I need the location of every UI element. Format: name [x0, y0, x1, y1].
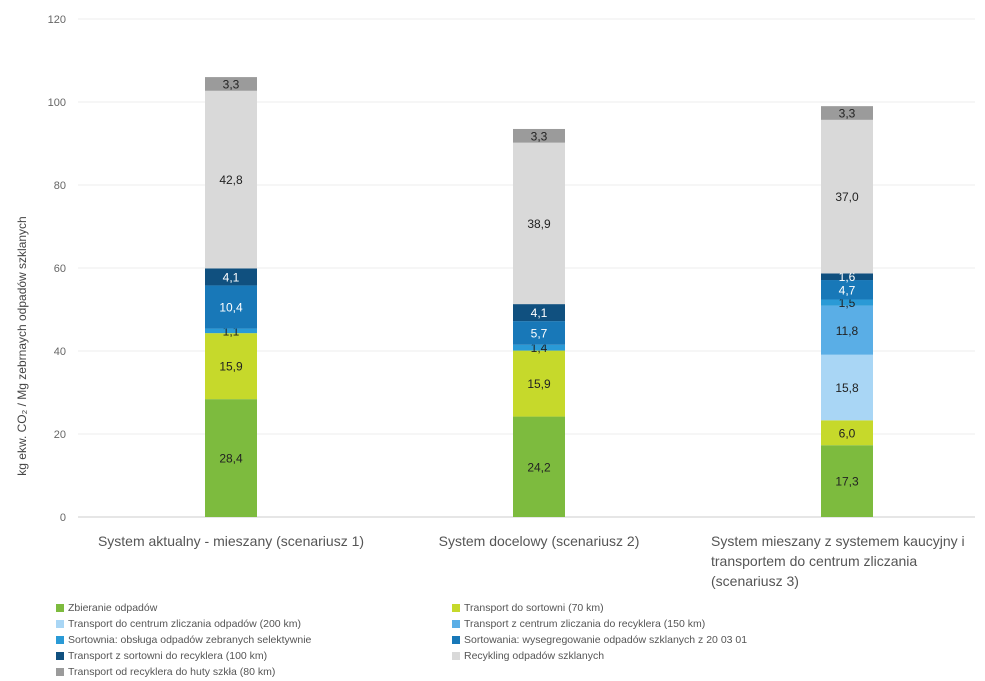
x-category-label: transportem do centrum zliczania	[711, 553, 917, 569]
x-category-label: System docelowy (scenariusz 2)	[439, 533, 640, 549]
data-label: 24,2	[527, 460, 551, 474]
legend-label: Zbieranie odpadów	[68, 602, 158, 614]
y-tick-label: 120	[48, 14, 66, 26]
x-category-label: (scenariusz 3)	[711, 573, 799, 589]
bar-segment	[513, 128, 565, 143]
data-label: 6,0	[839, 426, 856, 440]
legend-item: Zbieranie odpadów	[56, 602, 157, 614]
data-label: 1,5	[839, 296, 856, 310]
y-tick-label: 100	[48, 97, 66, 109]
bar-segment	[513, 416, 565, 517]
bar-segment	[821, 445, 873, 517]
bar-segment	[821, 354, 873, 421]
bar-segment	[821, 305, 873, 355]
bar-segment	[205, 90, 257, 269]
legend-item: Transport z centrum zliczania do recykle…	[452, 618, 705, 630]
legend-item: Transport do sortowni (70 km)	[452, 602, 604, 614]
y-axis-label: kg ekw. CO₂ / Mg zebrnaych odpadów szkla…	[15, 216, 29, 475]
bar-segment	[513, 350, 565, 417]
legend-item: Transport od recyklera do huty szkła (80…	[56, 666, 275, 678]
y-tick-label: 0	[60, 512, 66, 524]
y-tick-label: 80	[54, 180, 66, 192]
legend-label: Sortowania: wysegregowanie odpadów szkla…	[464, 634, 748, 646]
legend-label: Transport od recyklera do huty szkła (80…	[68, 666, 276, 678]
data-label: 4,1	[531, 306, 548, 320]
data-label: 17,3	[835, 475, 859, 489]
bar-segment	[205, 333, 257, 400]
bar-segment	[205, 285, 257, 329]
data-label: 37,0	[835, 190, 859, 204]
bar-segment	[205, 268, 257, 286]
bar-segment	[205, 328, 257, 334]
bar-segment	[513, 142, 565, 305]
legend-swatch	[56, 620, 64, 628]
data-label: 38,9	[527, 217, 551, 231]
data-label: 11,8	[836, 324, 859, 338]
bar-segment	[821, 119, 873, 274]
legend-item: Sortownia: obsługa odpadów zebranych sel…	[56, 634, 311, 646]
data-label: 15,8	[835, 381, 859, 395]
bar-segment	[821, 420, 873, 446]
data-label: 28,4	[219, 452, 243, 466]
data-label: 10,4	[219, 301, 243, 315]
bar-segment	[821, 280, 873, 300]
data-label: 15,9	[527, 377, 551, 391]
data-label: 3,3	[531, 129, 548, 143]
legend-swatch	[56, 636, 64, 644]
bar-segment	[513, 344, 565, 351]
data-label: 5,7	[531, 326, 548, 340]
legend-item: Transport do centrum zliczania odpadów (…	[56, 618, 301, 630]
legend-item: Recykling odpadów szklanych	[452, 650, 604, 662]
data-label: 15,9	[219, 360, 243, 374]
legend-label: Transport do centrum zliczania odpadów (…	[68, 618, 302, 630]
data-label: 42,8	[219, 173, 243, 187]
y-tick-label: 60	[54, 263, 66, 275]
legend-swatch	[452, 604, 460, 612]
x-category-label: System mieszany z systemem kaucyjny i	[711, 533, 965, 549]
legend-swatch	[56, 668, 64, 676]
bar-segment	[205, 77, 257, 91]
legend-item: Transport z sortowni do recyklera (100 k…	[56, 650, 267, 662]
legend-label: Transport z centrum zliczania do recykle…	[464, 618, 706, 630]
legend-swatch	[452, 652, 460, 660]
legend-swatch	[56, 652, 64, 660]
legend-swatch	[452, 620, 460, 628]
legend-item: Sortowania: wysegregowanie odpadów szkla…	[452, 634, 747, 646]
legend-label: Recykling odpadów szklanych	[464, 650, 605, 662]
data-label: 4,1	[223, 270, 240, 284]
bar-segment	[821, 273, 873, 281]
legend-label: Transport z sortowni do recyklera (100 k…	[68, 650, 268, 662]
legend-label: Transport do sortowni (70 km)	[464, 602, 604, 614]
bar-segment	[821, 106, 873, 120]
legend-label: Sortownia: obsługa odpadów zebranych sel…	[68, 634, 312, 646]
bar-segment	[205, 399, 257, 517]
stacked-bar-chart: 0 20 40 60 80 100 120 kg ekw. CO₂ / Mg zebrnayc…	[15, 14, 975, 589]
legend-swatch	[56, 604, 64, 612]
bar-segment	[821, 299, 873, 306]
bar-segment	[513, 304, 565, 322]
data-label: 4,7	[839, 283, 856, 297]
legend-swatch	[452, 636, 460, 644]
y-tick-label: 20	[54, 429, 66, 441]
data-label: 1,6	[839, 270, 856, 284]
x-category-label: System aktualny - mieszany (scenariusz 1…	[98, 533, 364, 549]
y-tick-label: 40	[54, 346, 66, 358]
bar-segment	[513, 321, 565, 345]
data-label: 3,3	[223, 77, 240, 91]
data-label: 3,3	[839, 106, 856, 120]
